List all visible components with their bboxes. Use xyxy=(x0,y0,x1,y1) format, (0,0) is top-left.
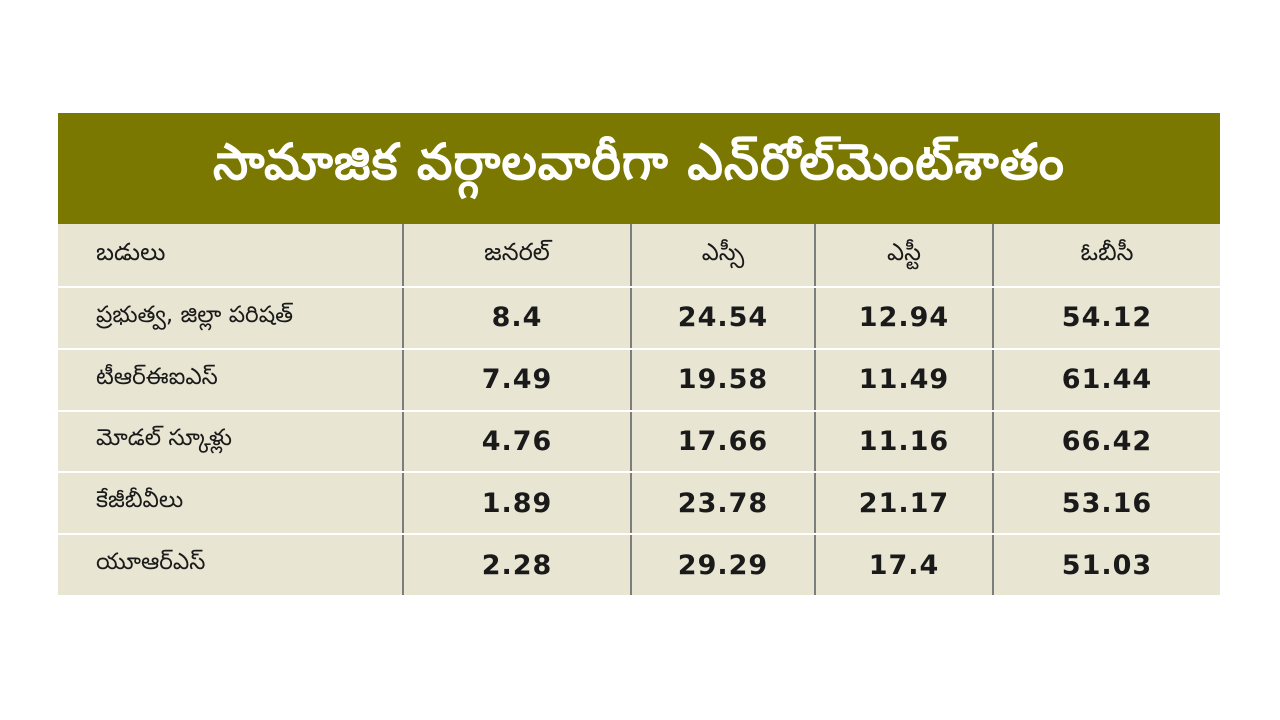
cell-st: 12.94 xyxy=(815,287,994,350)
cell-st: 11.49 xyxy=(815,348,994,412)
cell-st: 17.4 xyxy=(815,534,994,595)
row-label: మోడల్ స్కూళ్లు xyxy=(58,410,404,474)
cell-sc: 17.66 xyxy=(631,410,816,474)
row-label: యూఆర్ఎస్ xyxy=(58,534,404,595)
cell-general: 7.49 xyxy=(403,348,632,412)
column-header-st: ఎస్టీ xyxy=(815,224,994,288)
cell-sc: 29.29 xyxy=(631,534,816,595)
column-header-general: జనరల్ xyxy=(403,224,632,288)
cell-general: 4.76 xyxy=(403,410,632,474)
cell-st: 11.16 xyxy=(815,410,994,474)
table-row: యూఆర్ఎస్ 2.28 29.29 17.4 51.03 xyxy=(58,534,1220,595)
table-row: మోడల్ స్కూళ్లు 4.76 17.66 11.16 66.42 xyxy=(58,410,1220,474)
row-label: కేజీబీవీలు xyxy=(58,472,404,536)
cell-general: 1.89 xyxy=(403,472,632,536)
header-row: బడులు జనరల్ ఎస్సీ ఎస్టీ ఓబీసీ xyxy=(58,224,1220,288)
column-header-sc: ఎస్సీ xyxy=(631,224,816,288)
row-label: టీఆర్ఈఐఎస్ xyxy=(58,348,404,412)
row-label: ప్రభుత్వ, జిల్లా పరిషత్ xyxy=(58,287,404,350)
cell-obc: 66.42 xyxy=(993,410,1220,474)
cell-obc: 61.44 xyxy=(993,348,1220,412)
cell-sc: 24.54 xyxy=(631,287,816,350)
cell-general: 2.28 xyxy=(403,534,632,595)
cell-st: 21.17 xyxy=(815,472,994,536)
cell-general: 8.4 xyxy=(403,287,632,350)
cell-obc: 53.16 xyxy=(993,472,1220,536)
table-row: ప్రభుత్వ, జిల్లా పరిషత్ 8.4 24.54 12.94 … xyxy=(58,287,1220,350)
cell-obc: 51.03 xyxy=(1061,549,1153,581)
column-header-obc: ఓబీసీ xyxy=(993,224,1220,288)
table-row: టీఆర్ఈఐఎస్ 7.49 19.58 11.49 61.44 xyxy=(58,348,1220,412)
cell-sc: 23.78 xyxy=(631,472,816,536)
table-title: సామాజిక వర్గాలవారీగా ఎన్‌రోల్‌మెంట్‌శాతం xyxy=(58,113,1220,224)
column-header-schools: బడులు xyxy=(58,224,404,288)
cell-obc: 54.12 xyxy=(993,287,1220,350)
enrollment-table-card: సామాజిక వర్గాలవారీగా ఎన్‌రోల్‌మెంట్‌శాతం… xyxy=(58,113,1220,595)
table-row: కేజీబీవీలు 1.89 23.78 21.17 53.16 xyxy=(58,472,1220,536)
enrollment-table: బడులు జనరల్ ఎస్సీ ఎస్టీ ఓబీసీ ప్రభుత్వ, … xyxy=(58,224,1220,595)
cell-sc: 19.58 xyxy=(631,348,816,412)
